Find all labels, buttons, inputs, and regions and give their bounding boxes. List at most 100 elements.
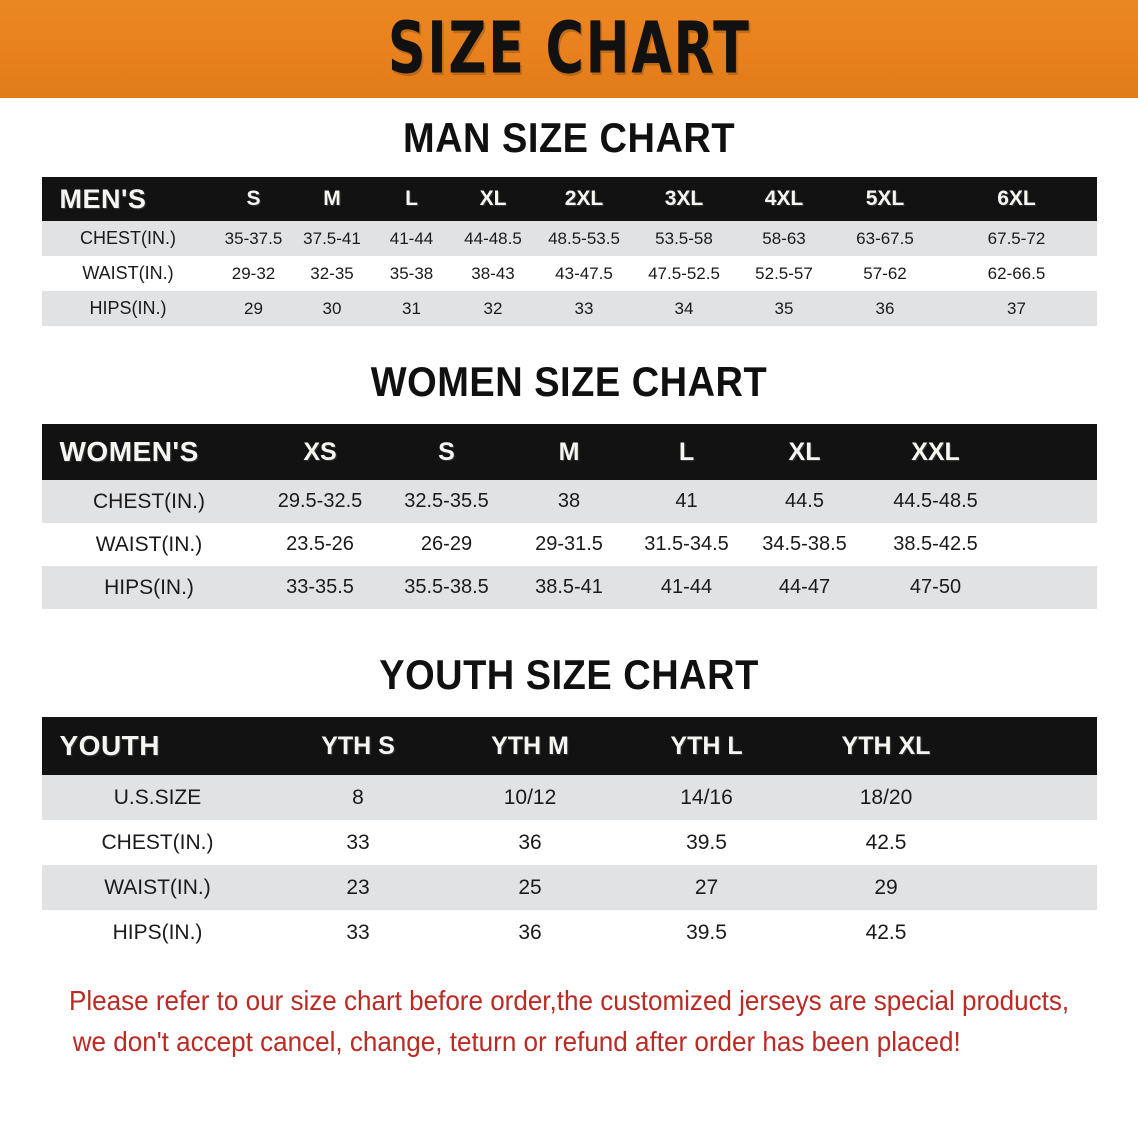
banner-title: SIZE CHART bbox=[387, 7, 751, 91]
youth-col-header-yth-m: YTH M bbox=[491, 731, 569, 760]
men-chest-s: 35-37.5 bbox=[224, 228, 283, 248]
women-row-label-waist: WAIST(IN.) bbox=[95, 532, 203, 556]
women-waist-xs: 23.5-26 bbox=[286, 533, 354, 555]
men-hips-5xl: 36 bbox=[875, 298, 895, 318]
table-row: CHEST(IN.) 35-37.5 37.5-41 41-44 44-48.5… bbox=[41, 221, 1097, 256]
youth-waist-filler bbox=[977, 865, 1097, 910]
youth-waist-m: 25 bbox=[518, 875, 542, 899]
women-hips-xs: 33-35.5 bbox=[286, 576, 354, 598]
youth-row-label-hips: HIPS(IN.) bbox=[112, 920, 203, 944]
women-waist-xxl: 38.5-42.5 bbox=[893, 533, 978, 555]
men-chest-l: 41-44 bbox=[389, 228, 434, 248]
men-corner-label: MEN'S bbox=[59, 183, 147, 214]
return-policy-note: Please refer to our size chart before or… bbox=[69, 981, 1070, 1062]
return-policy-line-2: we don't accept cancel, change, teturn o… bbox=[72, 1025, 961, 1057]
men-col-header-6xl: 6XL bbox=[997, 187, 1036, 210]
women-waist-l: 31.5-34.5 bbox=[644, 533, 729, 555]
table-row: HIPS(IN.) 29 30 31 32 33 34 35 36 37 bbox=[41, 291, 1097, 326]
youth-col-header-yth-l: YTH L bbox=[670, 731, 743, 760]
women-corner-label: WOMEN'S bbox=[59, 436, 199, 467]
women-col-header-m: M bbox=[558, 437, 580, 466]
women-hips-m: 38.5-41 bbox=[535, 576, 603, 598]
youth-chest-m: 36 bbox=[518, 830, 542, 854]
size-chart-banner: SIZE CHART bbox=[0, 0, 1138, 98]
youth-row-label-waist: WAIST(IN.) bbox=[104, 875, 211, 899]
youth-ussize-xl: 18/20 bbox=[859, 785, 913, 809]
table-row: WAIST(IN.) 29-32 32-35 35-38 38-43 43-47… bbox=[41, 256, 1097, 291]
women-size-chart-heading: WOMEN SIZE CHART bbox=[370, 359, 768, 407]
women-col-header-xxl: XXL bbox=[911, 437, 960, 466]
men-col-header-4xl: 4XL bbox=[764, 187, 804, 210]
men-waist-s: 29-32 bbox=[231, 263, 276, 283]
man-size-chart-heading: MAN SIZE CHART bbox=[402, 115, 736, 163]
table-row: WAIST(IN.) 23 25 27 29 bbox=[41, 865, 1097, 910]
men-waist-2xl: 43-47.5 bbox=[555, 263, 613, 283]
men-chest-2xl: 48.5-53.5 bbox=[548, 228, 620, 248]
men-waist-m: 32-35 bbox=[310, 263, 354, 283]
youth-header-filler bbox=[977, 717, 1097, 775]
women-hips-xxl: 47-50 bbox=[909, 576, 962, 598]
women-chest-m: 38 bbox=[557, 490, 581, 512]
women-hips-l: 41-44 bbox=[660, 576, 713, 598]
men-chest-4xl: 58-63 bbox=[762, 228, 806, 248]
women-col-header-s: S bbox=[438, 437, 455, 466]
table-row: HIPS(IN.) 33 36 39.5 42.5 bbox=[41, 910, 1097, 955]
men-hips-6xl: 37 bbox=[1007, 298, 1026, 318]
youth-size-table: YOUTH YTH S YTH M YTH L YTH XL U.S.SIZE … bbox=[41, 717, 1097, 955]
youth-chest-filler bbox=[977, 820, 1097, 865]
women-waist-s: 26-29 bbox=[420, 533, 473, 555]
men-col-header-5xl: 5XL bbox=[865, 187, 905, 210]
table-row: WAIST(IN.) 23.5-26 26-29 29-31.5 31.5-34… bbox=[41, 523, 1097, 566]
youth-table-header-row: YOUTH YTH S YTH M YTH L YTH XL bbox=[41, 717, 1097, 775]
table-row: U.S.SIZE 8 10/12 14/16 18/20 bbox=[41, 775, 1097, 820]
women-header-filler bbox=[1007, 424, 1097, 480]
youth-chest-l: 39.5 bbox=[686, 830, 727, 854]
youth-ussize-filler bbox=[977, 775, 1097, 820]
men-chest-3xl: 53.5-58 bbox=[655, 228, 713, 248]
women-col-header-xs: XS bbox=[303, 437, 337, 466]
men-waist-4xl: 52.5-57 bbox=[755, 263, 813, 283]
youth-chest-s: 33 bbox=[346, 830, 370, 854]
men-chest-5xl: 63-67.5 bbox=[856, 228, 914, 248]
women-hips-filler bbox=[1007, 566, 1097, 609]
men-row-label-waist: WAIST(IN.) bbox=[82, 263, 174, 283]
men-hips-l: 31 bbox=[402, 298, 421, 318]
women-chest-filler bbox=[1007, 480, 1097, 523]
youth-col-header-yth-xl: YTH XL bbox=[841, 731, 931, 760]
youth-hips-xl: 42.5 bbox=[865, 920, 907, 944]
men-chest-6xl: 67.5-72 bbox=[987, 228, 1046, 248]
youth-row-label-chest: CHEST(IN.) bbox=[101, 830, 214, 854]
table-row: CHEST(IN.) 33 36 39.5 42.5 bbox=[41, 820, 1097, 865]
men-col-header-3xl: 3XL bbox=[664, 187, 704, 210]
youth-ussize-s: 8 bbox=[352, 785, 364, 809]
men-row-label-hips: HIPS(IN.) bbox=[89, 298, 167, 318]
women-chest-xs: 29.5-32.5 bbox=[277, 490, 363, 512]
men-waist-6xl: 62-66.5 bbox=[987, 263, 1046, 283]
men-waist-l: 35-38 bbox=[389, 263, 434, 283]
men-hips-xl: 32 bbox=[483, 298, 503, 318]
men-hips-m: 30 bbox=[322, 298, 342, 318]
men-col-header-xl: XL bbox=[479, 187, 507, 210]
youth-hips-m: 36 bbox=[518, 920, 542, 944]
youth-waist-s: 23 bbox=[346, 875, 370, 899]
return-policy-line-1: Please refer to our size chart before or… bbox=[69, 985, 1070, 1016]
table-row: CHEST(IN.) 29.5-32.5 32.5-35.5 38 41 44.… bbox=[41, 480, 1097, 523]
youth-col-header-yth-s: YTH S bbox=[321, 731, 395, 760]
youth-waist-l: 27 bbox=[694, 875, 719, 899]
men-col-header-s: S bbox=[246, 187, 261, 210]
women-size-table: WOMEN'S XS S M L XL XXL CHEST(IN.) 29.5-… bbox=[41, 424, 1097, 609]
women-hips-s: 35.5-38.5 bbox=[404, 576, 489, 598]
youth-hips-s: 33 bbox=[346, 920, 370, 944]
men-size-table: MEN'S S M L XL 2XL 3XL 4XL 5XL 6XL CHEST… bbox=[41, 177, 1097, 326]
youth-chest-xl: 42.5 bbox=[865, 830, 907, 854]
women-col-header-l: L bbox=[678, 437, 695, 466]
men-hips-s: 29 bbox=[244, 298, 263, 318]
men-waist-3xl: 47.5-52.5 bbox=[648, 263, 720, 283]
men-col-header-2xl: 2XL bbox=[564, 187, 604, 210]
women-chest-l: 41 bbox=[675, 490, 698, 512]
youth-hips-filler bbox=[977, 910, 1097, 955]
youth-size-chart-heading: YOUTH SIZE CHART bbox=[379, 652, 759, 700]
men-hips-2xl: 33 bbox=[574, 298, 594, 318]
men-waist-5xl: 57-62 bbox=[863, 263, 907, 283]
youth-waist-xl: 29 bbox=[874, 875, 898, 899]
